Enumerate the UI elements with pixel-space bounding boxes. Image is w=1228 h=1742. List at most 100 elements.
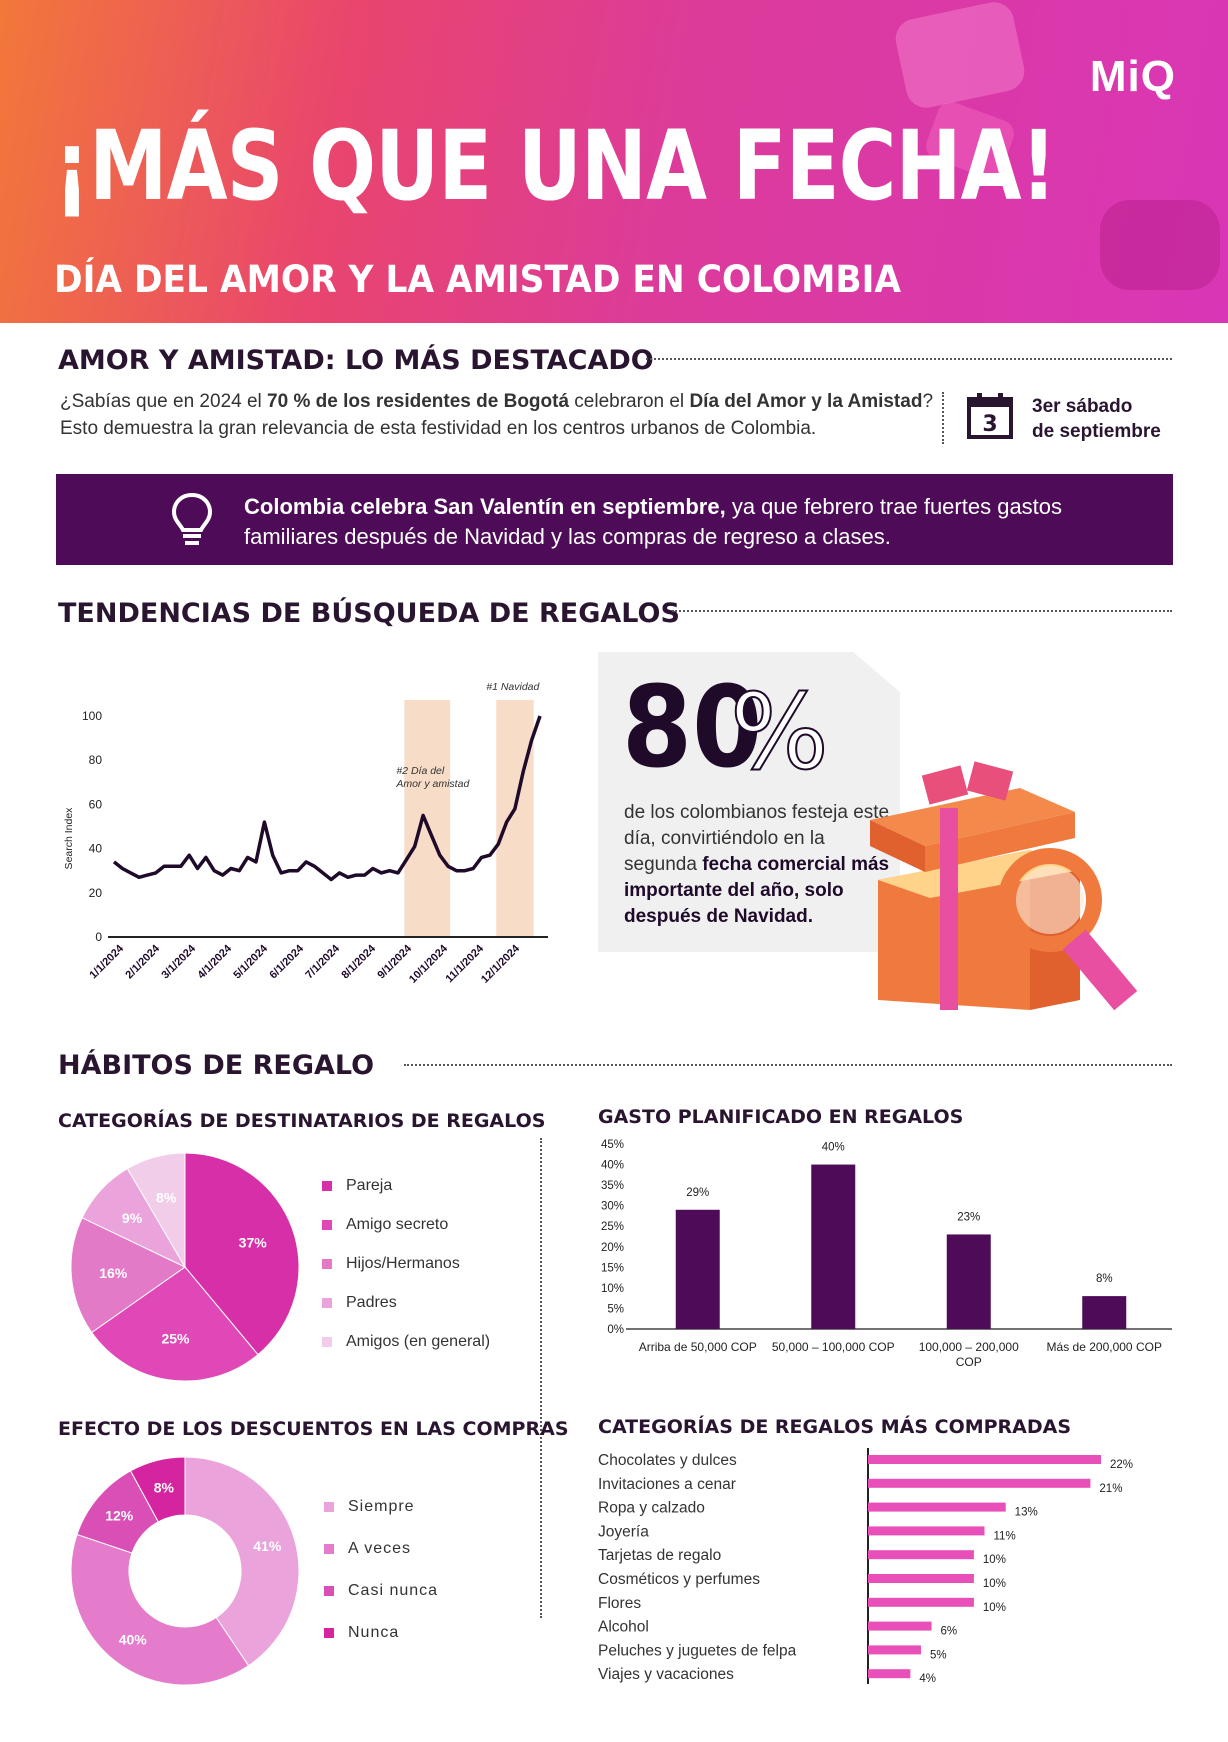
stat-description: de los colombianos festeja este día, con… xyxy=(624,802,890,927)
categories-bar-chart: Chocolates y dulces 22% Invitaciones a cen… xyxy=(598,1448,1133,1685)
bar xyxy=(868,1526,985,1536)
legend-swatch xyxy=(322,1180,332,1191)
legend-item: A veces xyxy=(324,1528,438,1570)
trends-title: TENDENCIAS DE BÚSQUEDA DE REGALOS xyxy=(58,598,680,629)
legend-item: Pareja xyxy=(322,1166,490,1205)
legend-label: Nunca xyxy=(348,1624,400,1641)
vertical-divider xyxy=(942,392,944,444)
bar-value-label: 10% xyxy=(983,1554,1006,1566)
x-tick-label: 7/1/2024 xyxy=(303,942,342,981)
bar-value-label: 10% xyxy=(983,1602,1006,1614)
y-tick-label: 100 xyxy=(82,709,102,723)
habits-title: HÁBITOS DE REGALO xyxy=(58,1050,375,1081)
slice-label: 41% xyxy=(253,1538,282,1554)
y-tick-label: 80 xyxy=(89,753,103,767)
bar-value-label: 22% xyxy=(1110,1459,1133,1471)
legend-label: Padres xyxy=(346,1293,397,1311)
bar xyxy=(868,1669,911,1679)
title-divider xyxy=(404,1064,1172,1066)
y-tick-label: 25% xyxy=(601,1221,624,1233)
title-divider xyxy=(646,358,1172,360)
pie-slice xyxy=(129,1456,186,1523)
x-tick-label: 1/1/2024 xyxy=(87,942,126,981)
slice-label: 8% xyxy=(154,1480,175,1496)
pie-slice xyxy=(184,1456,300,1667)
y-tick-label: 15% xyxy=(601,1262,624,1274)
legend-swatch xyxy=(324,1628,334,1638)
slice-label: 8% xyxy=(156,1190,177,1206)
bar-value-label: 6% xyxy=(941,1626,958,1638)
spend-title: GASTO PLANIFICADO EN REGALOS xyxy=(598,1106,964,1128)
x-tick-label: 3/1/2024 xyxy=(159,942,198,981)
legend-swatch xyxy=(322,1258,332,1269)
banner-text: Colombia celebra San Valentín en septiem… xyxy=(244,494,1063,549)
annotation-line: Amor y amistad xyxy=(395,778,470,790)
bar xyxy=(868,1455,1101,1464)
y-tick-label: 20 xyxy=(89,886,103,900)
pie-slice xyxy=(70,1533,250,1686)
stat-percent-sign: % xyxy=(729,671,830,793)
bar xyxy=(868,1621,932,1631)
bar-value-label: 13% xyxy=(1015,1507,1038,1519)
hero-subtitle: DÍA DEL AMOR Y LA AMISTAD EN COLOMBIA xyxy=(54,258,902,301)
vertical-divider xyxy=(540,1138,542,1618)
x-tick-label: 12/1/2024 xyxy=(479,942,523,986)
legend-swatch xyxy=(324,1586,334,1596)
category-label: Alcohol xyxy=(598,1619,649,1636)
category-label: Ropa y calzado xyxy=(598,1500,705,1517)
bar-value-label: 29% xyxy=(686,1187,709,1199)
bar xyxy=(868,1550,974,1560)
bar-value-label: 8% xyxy=(1096,1273,1113,1285)
stat-number: 80 xyxy=(622,663,763,793)
y-tick-label: 20% xyxy=(601,1242,624,1254)
bar xyxy=(868,1645,921,1655)
category-label: Invitaciones a cenar xyxy=(598,1476,736,1493)
calendar-number: 3 xyxy=(982,412,997,437)
slice-label: 9% xyxy=(122,1210,143,1226)
legend-item: Amigos (en general) xyxy=(322,1322,490,1361)
legend-item: Nunca xyxy=(324,1612,438,1654)
bar xyxy=(946,1234,991,1329)
categories-title: CATEGORÍAS DE REGALOS MÁS COMPRADAS xyxy=(598,1416,1072,1438)
y-tick-label: 35% xyxy=(601,1180,624,1192)
bar-value-label: 23% xyxy=(957,1211,980,1223)
calendar-icon: 3 xyxy=(967,393,1013,439)
slice-label: 12% xyxy=(105,1508,134,1524)
category-label: Viajes y vacaciones xyxy=(598,1666,734,1683)
gift-box-illustration xyxy=(870,761,1138,1011)
pie-slice xyxy=(70,1217,186,1334)
pixel-heart-decoration xyxy=(891,0,1029,112)
y-axis-label: Search Index xyxy=(63,807,75,870)
legend-swatch xyxy=(324,1544,334,1554)
x-category-label: 100,000 – 200,000 COP xyxy=(919,1340,1019,1369)
annotation-line: #2 Día del xyxy=(396,765,445,777)
spend-bar-chart: 0% 5% 10% 15% 20% 25% 30% 35% 40% 45% 29% Arriba de… xyxy=(601,1139,1172,1369)
x-tick-label: 5/1/2024 xyxy=(231,942,270,981)
pie-slice xyxy=(184,1152,300,1356)
category-label: Chocolates y dulces xyxy=(598,1452,737,1469)
date-label: 3er sábado de septiembre xyxy=(1032,396,1161,442)
category-label: Cosméticos y perfumes xyxy=(598,1571,760,1588)
stat-panel xyxy=(598,652,900,952)
legend-item: Amigo secreto xyxy=(322,1205,490,1244)
y-tick-label: 40% xyxy=(601,1160,624,1172)
bar-value-label: 21% xyxy=(1099,1483,1122,1495)
category-label: Peluches y juguetes de felpa xyxy=(598,1642,797,1659)
bar xyxy=(868,1574,974,1583)
category-line: 100,000 – 200,000 xyxy=(919,1340,1019,1354)
x-tick-label: 4/1/2024 xyxy=(195,942,234,981)
hero-banner: MiQ ¡MÁS QUE UNA FECHA! DÍA DEL AMOR Y L… xyxy=(0,0,1228,323)
x-tick-label: 8/1/2024 xyxy=(339,942,378,981)
y-tick-label: 5% xyxy=(607,1303,624,1315)
search-index-series xyxy=(112,715,542,882)
legend-item: Siempre xyxy=(324,1486,438,1528)
search-trend-line-chart: #2 Día del Amor y amistad #1 Navidad 0 20 40 6… xyxy=(63,681,548,986)
annotation-label: #2 Día del Amor y amistad xyxy=(395,765,470,790)
lightbulb-icon xyxy=(171,492,213,545)
legend-label: Siempre xyxy=(348,1498,415,1515)
bar xyxy=(868,1478,1091,1488)
pixel-heart-decoration xyxy=(1100,200,1220,290)
y-tick-label: 30% xyxy=(601,1201,624,1213)
legend-item: Casi nunca xyxy=(324,1570,438,1612)
pie-slice xyxy=(126,1152,186,1269)
